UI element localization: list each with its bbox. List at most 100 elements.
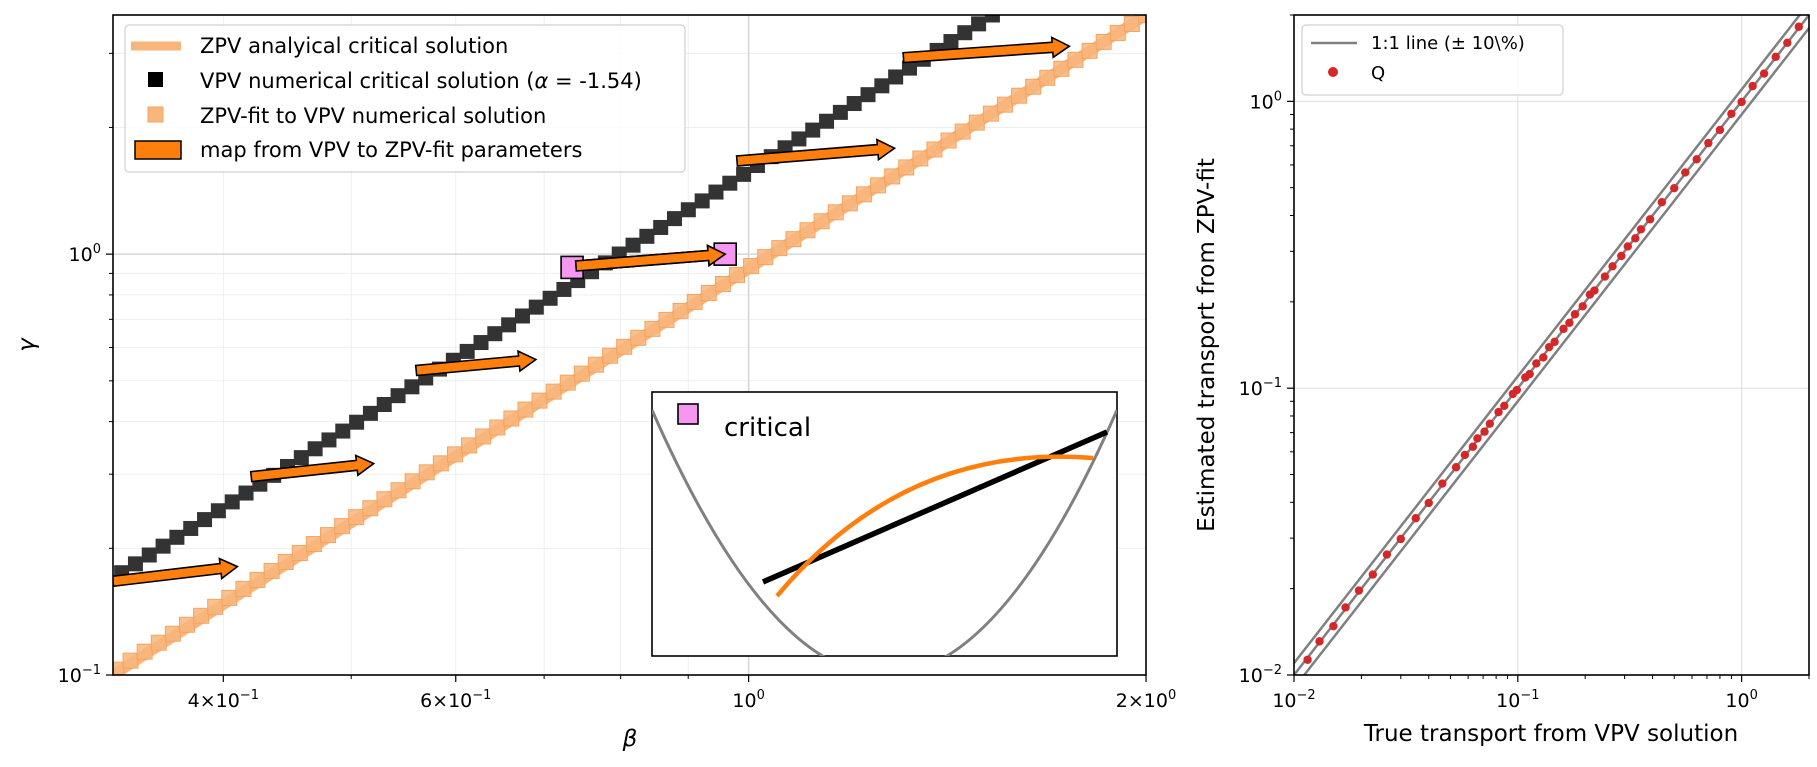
q-points-layer xyxy=(1303,22,1803,664)
vpv-marker xyxy=(487,326,503,342)
zpv-fit-marker xyxy=(1138,15,1146,23)
legend-vpv-label: VPV numerical critical solution (α = -1.… xyxy=(200,69,642,93)
q-point xyxy=(1783,38,1792,47)
vpv-marker xyxy=(860,87,876,103)
q-point xyxy=(1692,155,1701,164)
left-x-axis-label: β xyxy=(622,726,638,752)
zpv-fit-marker xyxy=(1067,51,1084,68)
vpv-marker xyxy=(874,78,890,94)
zpv-fit-marker xyxy=(1081,42,1098,59)
zpv-fit-marker xyxy=(390,482,407,499)
q-point xyxy=(1727,109,1736,118)
map-arrow xyxy=(414,349,538,377)
zpv-fit-marker xyxy=(305,536,322,553)
vpv-marker xyxy=(542,290,558,306)
q-point xyxy=(1590,286,1599,295)
x-tick-label: 6×10−1 xyxy=(420,688,491,712)
zpv-fit-marker xyxy=(531,392,548,409)
q-point xyxy=(1438,479,1447,488)
zpv-fit-marker xyxy=(926,141,943,158)
vpv-marker xyxy=(736,166,752,182)
zpv-fit-marker xyxy=(517,401,534,418)
q-point xyxy=(1657,198,1667,207)
q-point xyxy=(1411,514,1420,523)
zpv-fit-marker xyxy=(714,276,731,293)
zpv-fit-marker xyxy=(644,320,661,337)
zpv-fit-marker xyxy=(376,491,393,508)
legend-one-to-one-label: 1:1 line (± 10\%) xyxy=(1371,33,1525,54)
zpv-fit-marker xyxy=(475,428,492,445)
vpv-marker xyxy=(362,405,378,421)
zpv-fit-marker xyxy=(1053,60,1070,77)
zpv-fit-marker xyxy=(884,168,901,185)
legend-vpv-swatch xyxy=(148,72,163,87)
q-point xyxy=(1715,125,1725,135)
zpv-fit-marker xyxy=(658,311,675,328)
q-point xyxy=(1759,69,1769,78)
vpv-marker xyxy=(183,520,199,536)
zpv-fit-marker xyxy=(545,383,562,400)
left-y-axis-label: γ xyxy=(14,337,40,352)
zpv-fit-marker xyxy=(559,374,576,391)
zpv-fit-marker xyxy=(164,625,181,642)
inset-schematic: critical xyxy=(651,391,1118,657)
zpv-fit-marker xyxy=(461,437,478,454)
x-tick-label: 100 xyxy=(1725,688,1757,712)
q-point xyxy=(1570,310,1580,319)
vpv-marker xyxy=(625,237,641,253)
q-point xyxy=(1608,262,1617,271)
vpv-marker xyxy=(210,503,226,519)
zpv-fit-marker xyxy=(150,634,167,651)
q-point xyxy=(1600,272,1610,281)
zpv-fit-marker xyxy=(1109,24,1126,41)
q-point xyxy=(1704,138,1713,148)
vpv-marker xyxy=(307,441,323,457)
vpv-marker xyxy=(238,485,254,501)
zpv-fit-marker xyxy=(573,365,590,382)
vpv-marker xyxy=(335,423,351,439)
vpv-marker xyxy=(819,113,835,129)
zpv-fit-marker xyxy=(489,419,506,436)
vpv-marker xyxy=(459,343,475,359)
zpv-fit-marker xyxy=(982,105,999,122)
vpv-marker xyxy=(197,512,213,528)
zpv-fit-marker xyxy=(729,267,746,284)
zpv-fit-marker xyxy=(799,222,816,239)
q-point xyxy=(1460,450,1470,460)
q-point xyxy=(1539,353,1548,362)
vpv-marker xyxy=(127,556,143,572)
map-arrow xyxy=(113,557,239,588)
q-point xyxy=(1623,242,1632,251)
zpv-fit-markers-layer xyxy=(113,15,1146,675)
map-arrow xyxy=(249,454,376,483)
zpv-fit-marker xyxy=(404,473,421,490)
zpv-fit-marker xyxy=(113,661,125,675)
x-tick-label: 10−1 xyxy=(1496,688,1539,712)
right-ticks: 10−2 10−1 100 10−2 10−1 100 xyxy=(1239,14,1810,712)
x-tick-label: 100 xyxy=(732,688,764,712)
vpv-marker xyxy=(971,16,987,32)
zpv-fit-marker xyxy=(432,455,449,472)
right-axes-frame xyxy=(1293,14,1810,676)
left-ticks: 4×10−1 6×10−1 100 2×100 10−1 100 xyxy=(58,52,1176,712)
zpv-fit-marker xyxy=(263,562,280,579)
vpv-marker xyxy=(805,122,821,138)
legend-map-arrow-swatch xyxy=(134,140,182,160)
zpv-fit-marker xyxy=(362,500,379,517)
vpv-marker xyxy=(404,379,420,395)
left-axes-frame xyxy=(112,14,1147,676)
inset-frame xyxy=(651,391,1118,657)
vpv-marker xyxy=(293,450,309,466)
vpv-marker xyxy=(667,211,683,227)
vpv-marker xyxy=(501,317,517,333)
legend-map-arrow-label: map from VPV to ZPV-fit parameters xyxy=(200,138,582,162)
right-y-axis-label: Estimated transport from ZPV-fit xyxy=(1194,158,1220,532)
q-point xyxy=(1494,407,1503,417)
q-point xyxy=(1748,81,1757,91)
zpv-fit-marker xyxy=(249,571,266,588)
zpv-fit-marker xyxy=(996,96,1013,113)
y-tick-label: 10−1 xyxy=(1239,376,1282,400)
vpv-marker xyxy=(321,432,337,448)
q-point xyxy=(1525,369,1534,379)
y-tick-label: 10−2 xyxy=(1239,663,1282,687)
